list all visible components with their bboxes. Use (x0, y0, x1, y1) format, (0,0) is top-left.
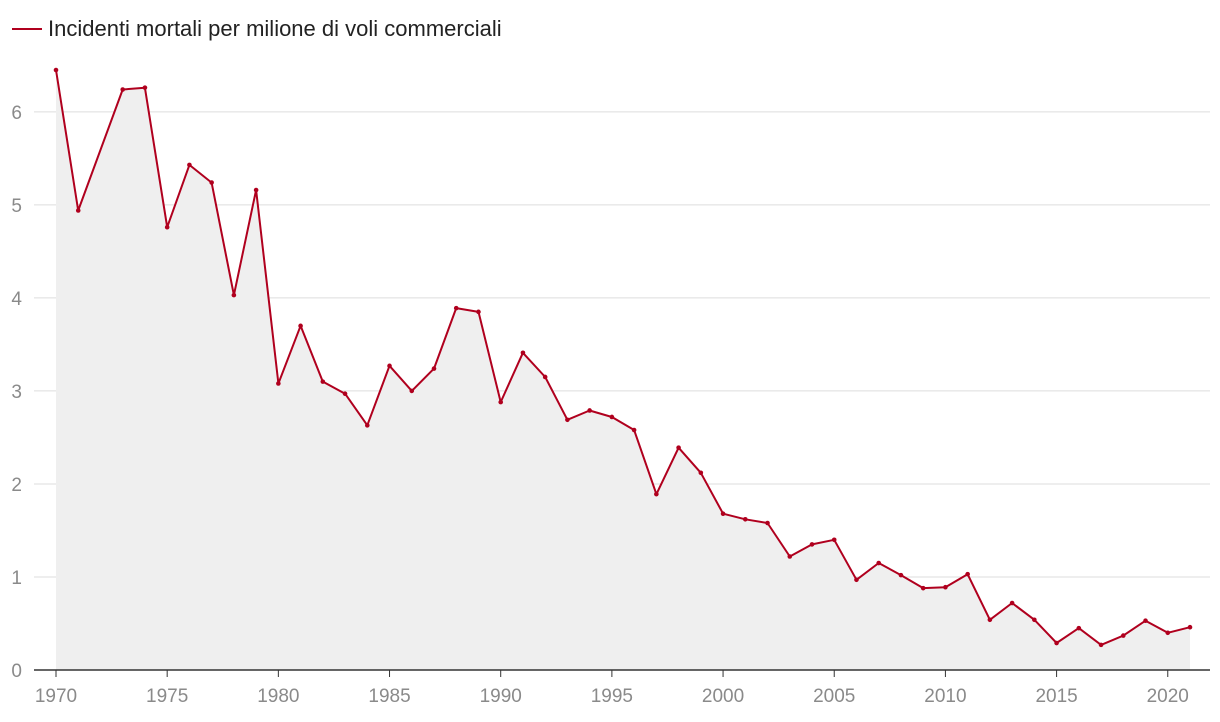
y-tick-label: 1 (11, 568, 22, 589)
data-point-1979 (253, 187, 259, 193)
y-tick-label: 2 (11, 475, 22, 496)
y-tick-label: 0 (11, 661, 22, 682)
data-point-1986 (409, 388, 415, 394)
data-point-2014 (1032, 617, 1037, 623)
data-point-1995 (609, 414, 615, 420)
x-tick-label: 2005 (813, 686, 855, 707)
data-point-1999 (698, 470, 704, 476)
data-point-2006 (854, 577, 859, 583)
data-point-1982 (320, 379, 326, 384)
data-point-1974 (142, 85, 148, 90)
data-point-1985 (387, 363, 392, 369)
data-point-2005 (831, 537, 837, 543)
data-point-2001 (742, 517, 748, 522)
data-point-2020 (1165, 630, 1171, 636)
data-point-2015 (1054, 640, 1059, 646)
x-tick-labels: 1970 1975 1980 1985 1990 1995 2000 2005 2010 2015… (35, 686, 1189, 707)
x-tick-label: 1990 (480, 686, 522, 707)
data-point-1996 (631, 427, 637, 433)
data-point-2019 (1143, 618, 1148, 623)
data-point-2008 (898, 572, 904, 578)
legend-label: Incidenti mortali per milione di voli co… (48, 16, 502, 41)
y-tick-label: 4 (11, 289, 22, 310)
data-point-1973 (120, 87, 126, 92)
data-point-1984 (364, 423, 370, 428)
data-point-1990 (498, 399, 504, 405)
x-tick-label: 1980 (257, 686, 299, 707)
y-tick-labels: 0 1 2 3 4 5 6 (11, 103, 22, 682)
x-tick-label: 1985 (368, 686, 410, 707)
data-point-1991 (520, 350, 526, 356)
x-tick-label: 1970 (35, 686, 77, 707)
data-point-1989 (476, 309, 481, 315)
legend-line-swatch (12, 28, 42, 30)
x-tick-label: 1975 (146, 686, 188, 707)
data-point-1997 (654, 491, 659, 497)
data-point-1994 (587, 408, 592, 413)
area-fill-path (56, 70, 1190, 670)
data-point-1992 (542, 374, 548, 380)
area-fill (56, 70, 1190, 670)
y-tick-label: 3 (11, 382, 22, 403)
legend: Incidenti mortali per milione di voli co… (12, 16, 502, 42)
data-point-2010 (943, 584, 948, 590)
data-point-1998 (676, 445, 681, 450)
x-axis (34, 669, 1210, 677)
data-points (53, 67, 1193, 648)
data-point-2009 (920, 585, 926, 591)
data-point-2021 (1187, 624, 1193, 630)
data-point-1978 (231, 292, 237, 298)
x-tick-label: 2020 (1147, 686, 1189, 707)
data-point-1987 (431, 366, 437, 371)
data-point-1983 (342, 391, 348, 397)
data-point-1976 (187, 162, 192, 168)
data-point-2004 (809, 542, 815, 547)
x-tick-label: 2015 (1035, 686, 1077, 707)
data-point-1971 (75, 208, 81, 213)
data-point-1981 (298, 323, 303, 329)
x-tick-label: 2010 (924, 686, 966, 707)
data-point-2007 (876, 560, 882, 566)
data-point-2011 (965, 571, 970, 577)
data-point-2013 (1009, 600, 1015, 606)
y-tick-label: 6 (11, 103, 22, 124)
data-point-2016 (1076, 625, 1082, 631)
data-point-2003 (787, 554, 793, 559)
data-point-2018 (1120, 633, 1126, 638)
data-point-1977 (209, 180, 214, 185)
data-point-1993 (565, 417, 570, 423)
data-point-2002 (765, 520, 770, 526)
data-point-1970 (53, 67, 59, 73)
x-tick-label: 1995 (591, 686, 633, 707)
x-tick-label: 2000 (702, 686, 744, 707)
y-tick-label: 5 (11, 196, 22, 217)
data-point-1980 (276, 381, 281, 386)
data-point-1988 (453, 305, 459, 311)
data-point-2017 (1098, 642, 1104, 648)
data-point-2000 (720, 511, 726, 517)
data-point-1975 (164, 224, 170, 230)
data-point-2012 (987, 617, 993, 623)
